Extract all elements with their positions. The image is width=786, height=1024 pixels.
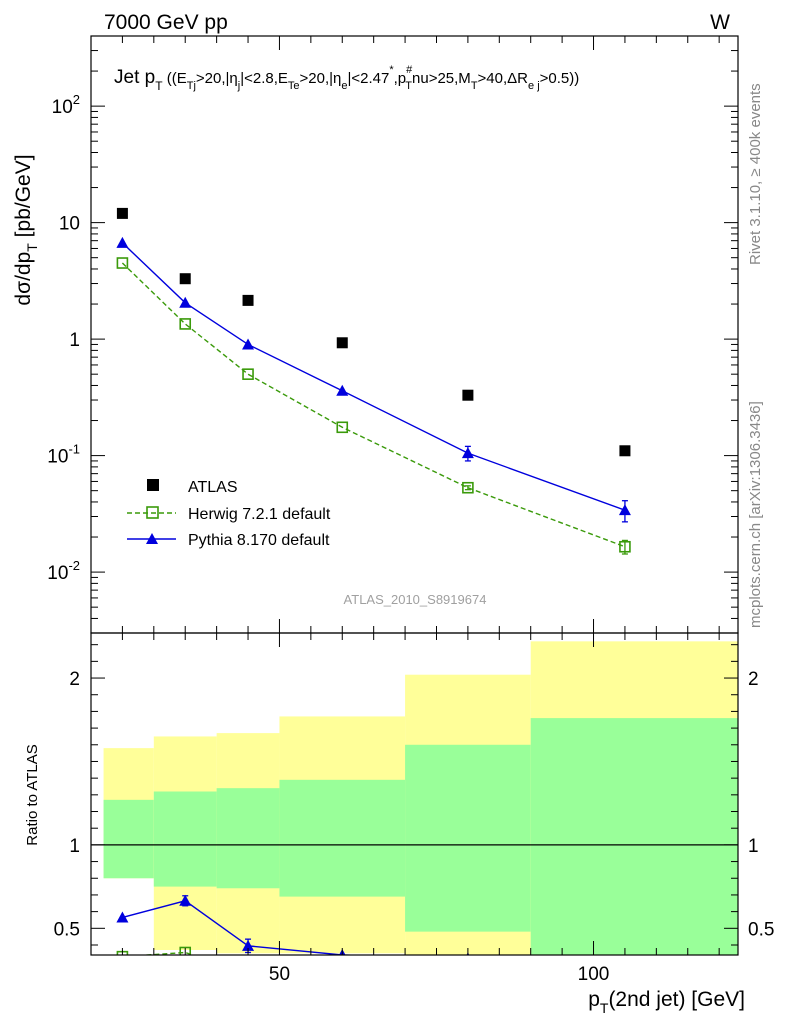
ratio-axis-ticks: 0.5 0.5 1 1 2 2 50 100 [54, 633, 774, 985]
atlas-data-point [116, 207, 128, 219]
pythia-ratio-point [624, 954, 626, 955]
pythia-data-point [179, 296, 192, 308]
uncertainty-band-inner [405, 744, 531, 932]
uncertainty-band-inner [530, 718, 738, 955]
legend-herwig-marker [146, 506, 159, 519]
mcplots-label: mcplots.cern.ch [arXiv:1306.3436] [747, 401, 764, 628]
legend-herwig-label: Herwig 7.2.1 default [188, 506, 331, 523]
x-tick-label: 100 [578, 964, 610, 985]
herwig-ratio-point [337, 975, 347, 985]
pythia-ratio-point [179, 894, 192, 906]
pythia-ratio-point [116, 911, 129, 923]
uncertainty-band-inner [103, 799, 154, 879]
ratio-y-tick-label: 0.5 [748, 919, 774, 940]
legend-pythia-marker [146, 533, 158, 544]
y-tick-label: 102 [52, 92, 80, 118]
ratio-plot-content [91, 641, 738, 990]
energy-label: 7000 GeV pp [104, 11, 228, 34]
uncertainty-band-inner [216, 788, 280, 889]
y-tick-label: 10 [59, 214, 80, 235]
series-line-pythia [121, 242, 626, 511]
herwig-data-point [462, 481, 474, 494]
atlas-data-point [462, 389, 474, 401]
herwig-ratio-point [243, 968, 253, 978]
y-tick-label: 10-1 [47, 442, 80, 468]
x-tick-label: 50 [269, 964, 290, 985]
ratio-y-axis-label: Ratio to ATLAS [24, 744, 41, 845]
herwig-ratio-point [463, 980, 473, 990]
main-y-axis-label: dσ/dpT [pb/GeV] [12, 154, 40, 305]
process-label: W [710, 11, 730, 34]
y-tick-label: 10-2 [47, 558, 80, 584]
ratio-y-tick-label: 1 [748, 836, 759, 857]
pythia-data-point [116, 236, 129, 248]
ratio-panel: 0.5 0.5 1 1 2 2 50 100 Ratio to ATLAS pT(2nd je… [24, 632, 774, 1016]
ratio-y-tick-label: 2 [69, 669, 80, 690]
atlas-data-point [242, 294, 254, 306]
herwig-data-point [336, 421, 349, 434]
pythia-data-point [618, 504, 631, 516]
pythia-data-point [461, 447, 474, 459]
legend-pythia-label: Pythia 8.170 default [188, 532, 330, 549]
uncertainty-band-inner [153, 791, 217, 887]
ratio-frame [90, 632, 739, 956]
y-tick-label: 1 [69, 330, 80, 351]
legend: ATLAS Herwig 7.2.1 default Pythia 8.170 … [127, 479, 331, 549]
herwig-data-point [242, 368, 254, 380]
legend-atlas-label: ATLAS [188, 479, 238, 496]
ratio-line-pythia [122, 900, 369, 955]
uncertainty-band-inner [279, 779, 406, 897]
legend-atlas-marker [147, 479, 159, 491]
herwig-data-point [116, 257, 129, 269]
herwig-ratio-point [179, 946, 192, 955]
analysis-watermark: ATLAS_2010_S8919674 [344, 592, 487, 607]
pythia-ratio-point [242, 939, 255, 951]
ratio-line-herwig [136, 951, 195, 955]
herwig-data-point [619, 540, 631, 553]
ratio-y-tick-label: 0.5 [54, 919, 80, 940]
atlas-data-point [336, 337, 348, 349]
series-line-herwig [121, 262, 626, 548]
atlas-data-point [619, 445, 631, 457]
atlas-data-point [179, 273, 191, 285]
main-title: Jet pT ((ETj>20,|ηj|<2.8,ETe>20,|ηe|<2.4… [114, 64, 579, 93]
pythia-data-point [336, 384, 349, 396]
pythia-data-point [242, 338, 255, 350]
main-panel: 10-2 10-1 1 10 102 Jet pT ((ETj>20,|ηj|<2.8,… [12, 35, 739, 634]
x-axis-label: pT(2nd jet) [GeV] [588, 988, 745, 1016]
ratio-y-tick-label: 2 [748, 669, 759, 690]
ratio-y-tick-label: 1 [69, 836, 80, 857]
herwig-data-point [179, 318, 192, 330]
main-plot-content [116, 207, 631, 555]
rivet-label: Rivet 3.1.10, ≥ 400k events [747, 83, 764, 265]
